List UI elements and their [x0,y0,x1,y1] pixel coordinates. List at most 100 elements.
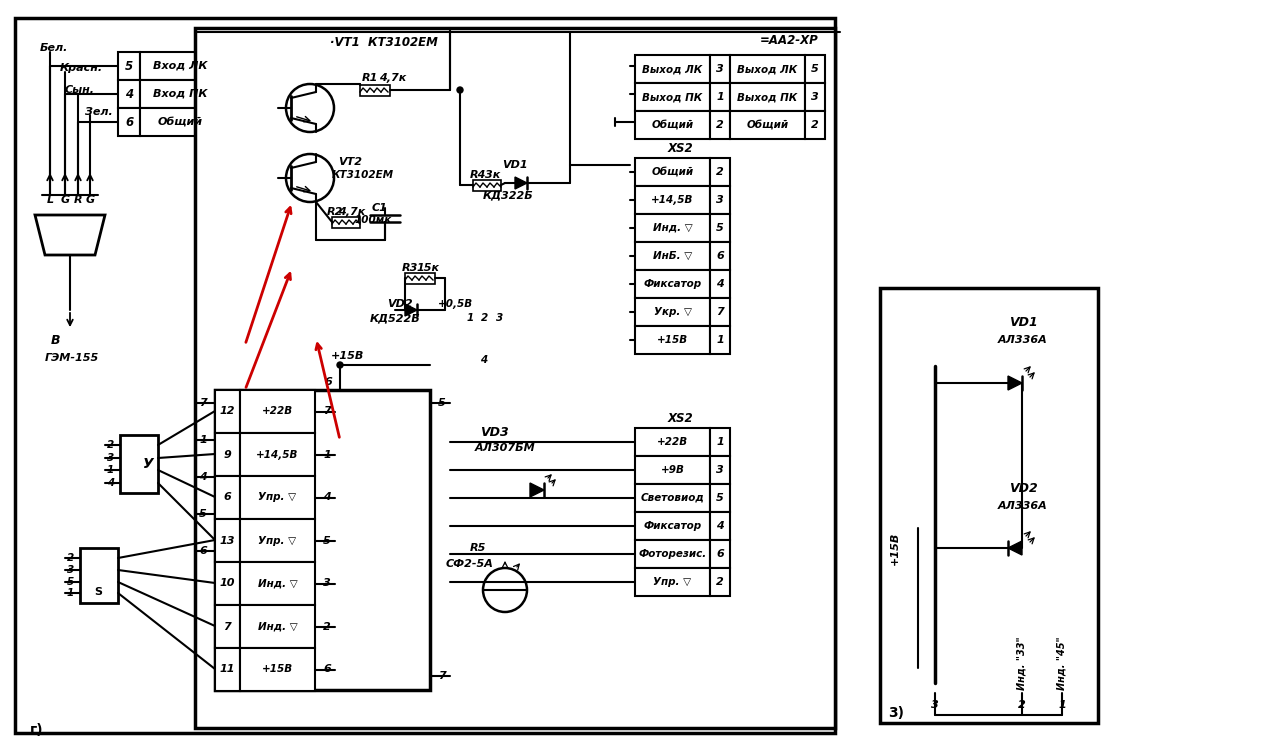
Bar [635,83,710,111]
Bar [710,186,730,214]
Bar [710,270,730,298]
Bar [710,158,730,186]
Text: +15В: +15В [890,531,900,565]
Text: VD3: VD3 [480,425,508,439]
Bar [140,108,220,136]
Text: Инд. ▽: Инд. ▽ [653,223,692,233]
Text: 1: 1 [106,465,114,475]
Text: г): г) [29,723,44,737]
Text: +14,5В: +14,5В [256,449,298,460]
Text: Красн.: Красн. [60,63,104,73]
Text: Инд. "45": Инд. "45" [1057,636,1068,690]
Bar [635,298,710,326]
Polygon shape [1009,376,1021,390]
Bar [805,111,826,139]
Text: 4: 4 [716,279,724,289]
Text: АЛ307БМ: АЛ307БМ [475,443,536,453]
Bar [215,476,241,519]
Text: R1: R1 [362,73,378,83]
Text: +14,5В: +14,5В [652,195,694,205]
Bar [360,85,390,96]
Text: 5: 5 [438,398,445,408]
Polygon shape [404,304,417,316]
Text: 5: 5 [716,223,724,233]
Bar [241,562,315,605]
Bar [805,83,826,111]
Text: 4,7к: 4,7к [379,73,407,83]
Text: 7: 7 [200,398,207,408]
Text: 7: 7 [323,406,330,416]
Bar [241,476,315,519]
Bar [79,548,118,603]
Bar [710,111,730,139]
Text: Вход ПК: Вход ПК [152,89,207,99]
Text: VD1: VD1 [502,160,527,170]
Bar [710,55,730,83]
Text: 3: 3 [931,700,938,710]
Text: G: G [60,195,69,205]
Bar [140,80,220,108]
Text: 2: 2 [481,313,489,323]
Circle shape [457,87,463,93]
Bar [710,214,730,242]
Text: XS2: XS2 [667,412,692,424]
Bar [710,428,730,456]
Text: 1: 1 [200,435,207,445]
Bar [140,52,220,80]
Bar [118,80,140,108]
Text: КТ3102ЕМ: КТ3102ЕМ [332,170,394,180]
Text: 2: 2 [716,120,724,130]
Text: Инд. ▽: Инд. ▽ [257,622,297,632]
Text: КД322Б: КД322Б [483,190,534,200]
Text: Укр. ▽: Укр. ▽ [654,307,691,317]
Text: R3: R3 [402,263,419,273]
Bar [635,484,710,512]
Text: 13: 13 [220,536,236,545]
Text: ·VT1  КТ3102ЕМ: ·VT1 КТ3102ЕМ [330,35,438,49]
Bar [332,217,360,228]
Bar [635,326,710,354]
Text: 1: 1 [323,449,330,460]
Text: R5: R5 [470,543,486,553]
Bar [215,519,241,562]
Text: +15В: +15В [657,335,689,345]
Bar [730,55,805,83]
Text: R: R [74,195,82,205]
Text: +9В: +9В [660,465,685,475]
Text: +22В: +22В [657,437,689,447]
Bar [710,568,730,596]
Text: 6: 6 [323,664,330,674]
Bar [881,288,1098,723]
Text: 6: 6 [224,493,232,502]
Text: 5: 5 [125,59,133,73]
Text: 2: 2 [323,622,330,632]
Text: R2: R2 [326,207,343,217]
Bar [635,270,710,298]
Text: 3: 3 [716,195,724,205]
Bar [710,83,730,111]
Text: СФ2-5А: СФ2-5А [445,559,494,569]
Text: S: S [93,587,102,597]
Text: Зел.: Зел. [84,107,113,117]
Text: 1: 1 [1059,700,1066,710]
Text: 4: 4 [106,478,114,488]
Bar [635,242,710,270]
Text: Выход ПК: Выход ПК [643,92,703,102]
Bar [474,180,500,191]
Text: ГЭМ-155: ГЭМ-155 [45,353,99,363]
Bar [215,390,241,433]
Text: 11: 11 [220,664,236,674]
Bar [241,433,315,476]
Text: =АА2-ХР: =АА2-ХР [760,34,819,46]
Text: 6: 6 [324,377,332,387]
Text: 2: 2 [67,553,74,563]
Bar [195,28,835,728]
Text: 3): 3) [888,706,904,720]
Text: 4: 4 [200,472,207,482]
Bar [635,111,710,139]
Bar [710,540,730,568]
Bar [635,158,710,186]
Bar [241,648,315,691]
Text: Упр. ▽: Упр. ▽ [259,536,297,545]
Text: Инд. ▽: Инд. ▽ [257,578,297,589]
